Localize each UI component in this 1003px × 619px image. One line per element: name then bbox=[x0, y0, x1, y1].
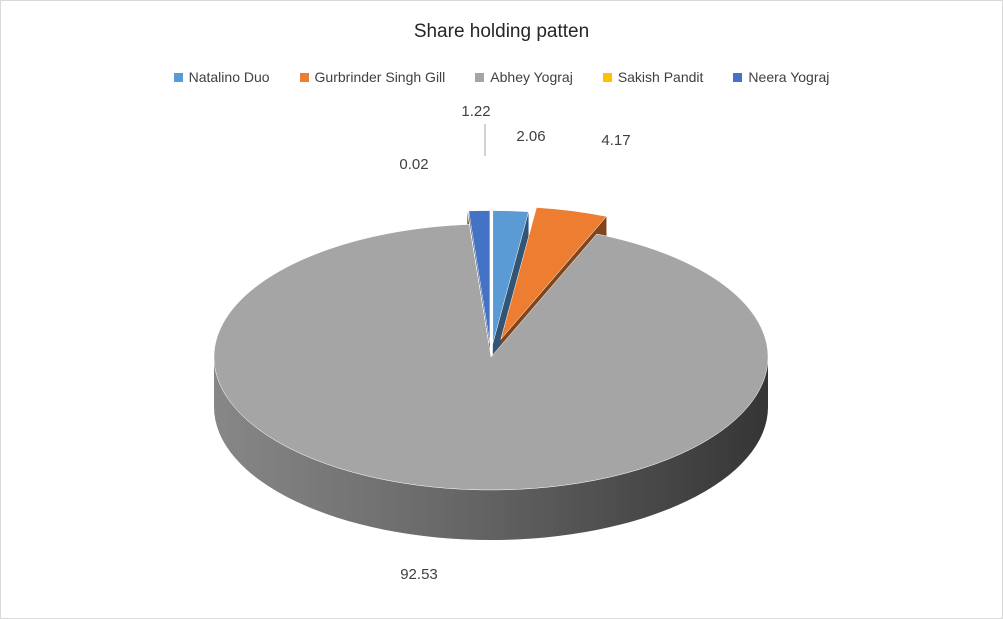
legend-label-natalino-duo: Natalino Duo bbox=[188, 69, 270, 85]
legend-swatch-sakish-pandit bbox=[602, 72, 612, 82]
legend-item-sakish-pandit: Sakish Pandit bbox=[602, 69, 704, 85]
legend-swatch-abhey-yograj bbox=[475, 72, 485, 82]
data-label-sakish-pandit: 0.02 bbox=[399, 156, 428, 173]
legend-label-sakish-pandit: Sakish Pandit bbox=[617, 69, 704, 85]
legend-item-gurbrinder-singh-gill: Gurbrinder Singh Gill bbox=[299, 69, 446, 85]
data-label-natalino-duo: 2.06 bbox=[516, 128, 545, 145]
legend-label-abhey-yograj: Abhey Yograj bbox=[490, 69, 573, 85]
chart-title: Share holding patten bbox=[413, 21, 590, 42]
legend-swatch-neera-yograj bbox=[733, 72, 743, 82]
slice-side-abhey-yograj bbox=[214, 357, 768, 540]
data-label-gurbrinder-singh-gill: 4.17 bbox=[601, 132, 630, 149]
slice-abhey-yograj bbox=[213, 224, 769, 491]
data-label-abhey-yograj: 92.53 bbox=[400, 566, 438, 583]
legend-label-neera-yograj: Neera Yograj bbox=[748, 69, 830, 85]
legend-label-gurbrinder-singh-gill: Gurbrinder Singh Gill bbox=[314, 69, 446, 85]
data-label-neera-yograj: 1.22 bbox=[461, 103, 490, 120]
legend-item-neera-yograj: Neera Yograj bbox=[733, 69, 829, 85]
legend-item-abhey-yograj: Abhey Yograj bbox=[475, 69, 573, 85]
slice-neera-yograj bbox=[468, 210, 491, 344]
slice-sakish-pandit bbox=[466, 210, 490, 344]
slice-gurbrinder-singh-gill bbox=[500, 207, 607, 340]
legend: Natalino Duo Gurbrinder Singh Gill Abhey… bbox=[1, 69, 1002, 85]
legend-swatch-natalino-duo bbox=[173, 72, 183, 82]
legend-swatch-gurbrinder-singh-gill bbox=[299, 72, 309, 82]
slice-natalino-duo bbox=[492, 210, 529, 344]
legend-item-natalino-duo: Natalino Duo bbox=[173, 69, 270, 85]
